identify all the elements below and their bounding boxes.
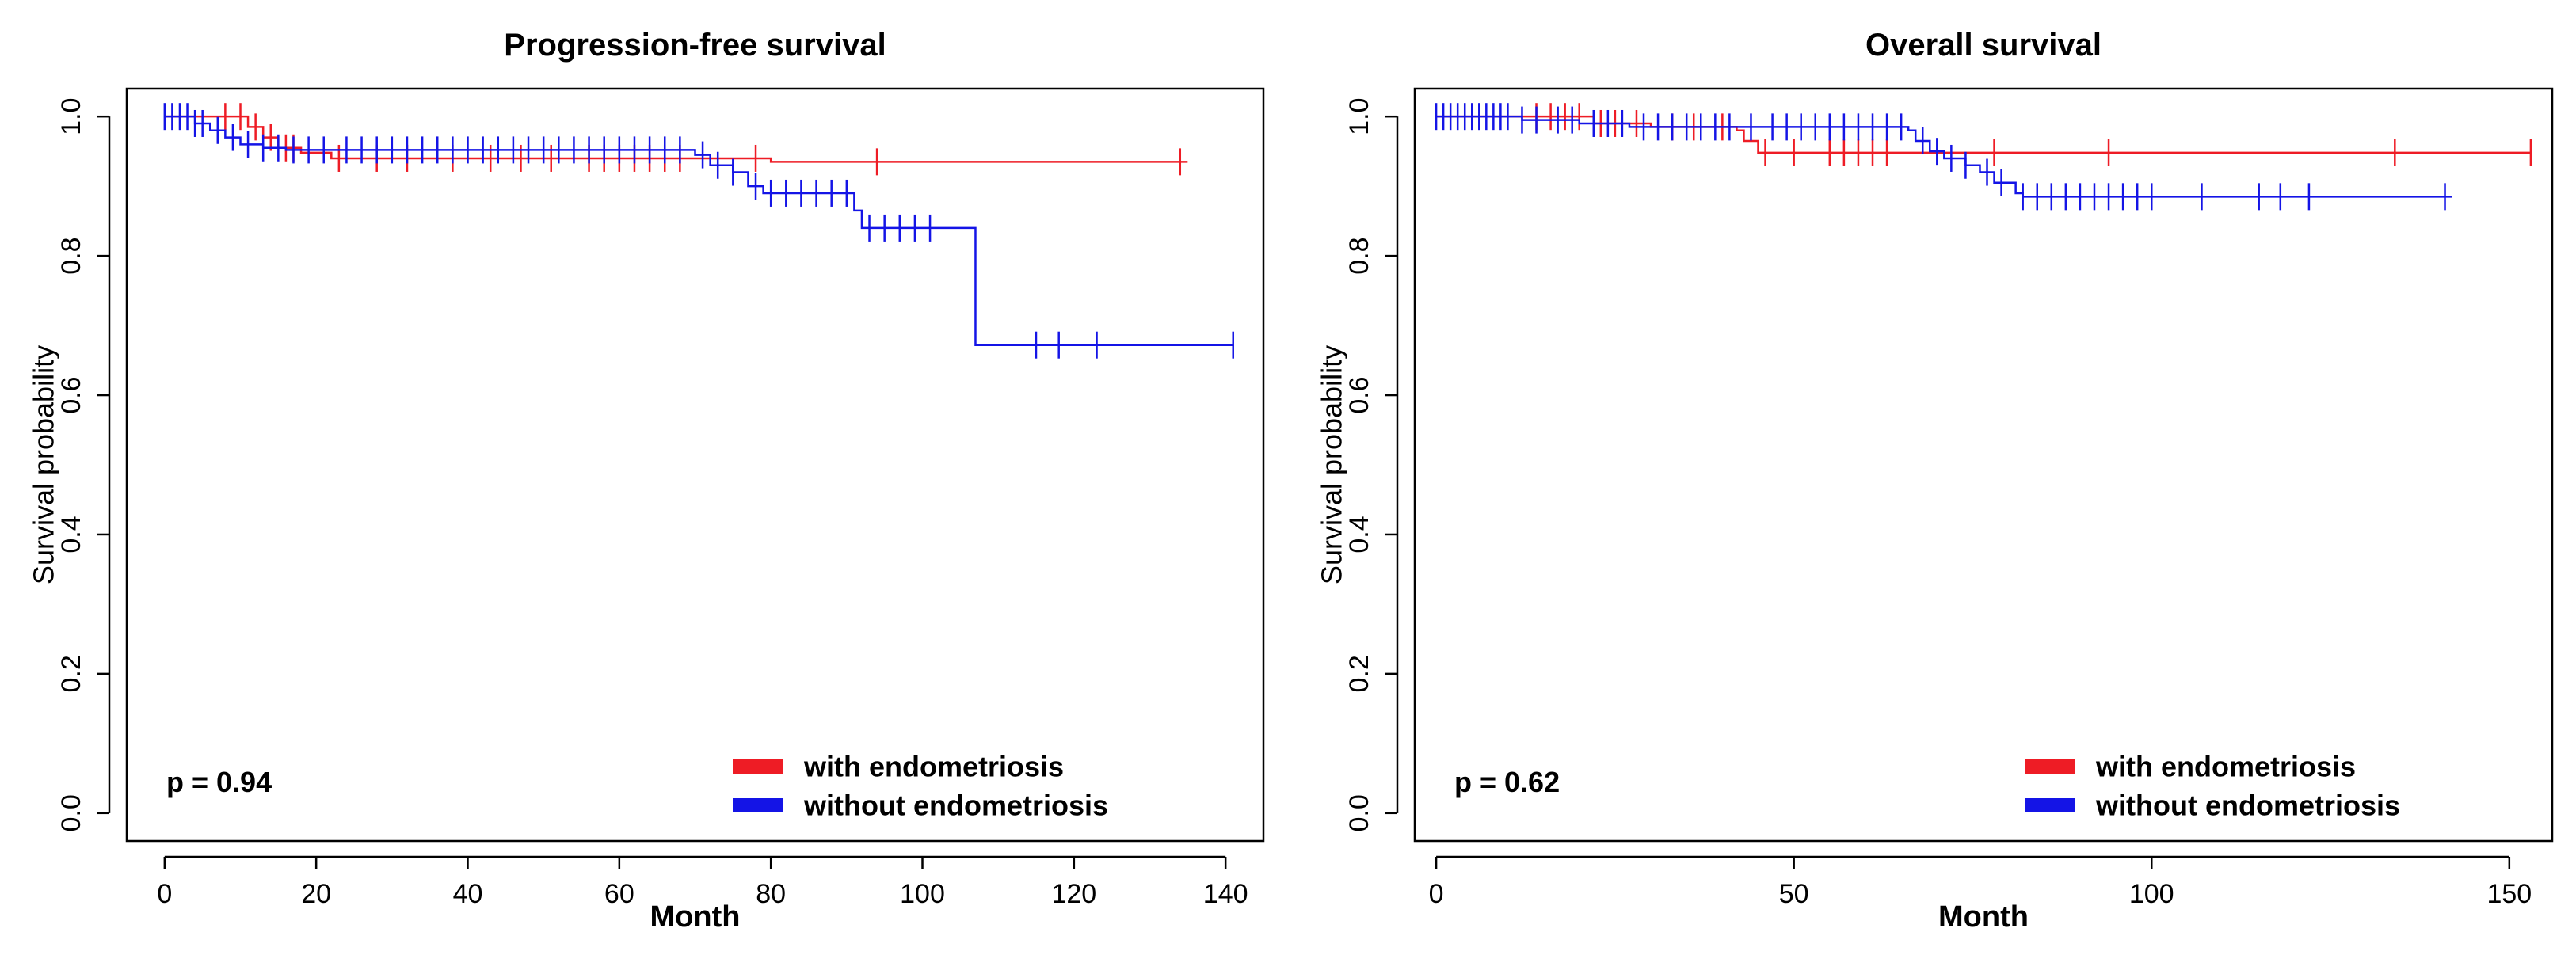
chart-1-pvalue: p = 0.62	[1454, 766, 1560, 798]
chart-0-legend-label-1: without endometriosis	[803, 789, 1108, 822]
chart-1-x-tick-label-2: 100	[2129, 879, 2174, 909]
chart-0-legend-swatch-1	[733, 798, 783, 812]
chart-1-y-tick-label-5: 1.0	[1344, 98, 1374, 135]
chart-0-x-tick-label-7: 140	[1203, 879, 1248, 909]
chart-1-y-tick-label-1: 0.2	[1344, 655, 1374, 692]
chart-1-legend-label-0: with endometriosis	[2095, 751, 2356, 783]
chart-1-y-tick-label-3: 0.6	[1344, 376, 1374, 413]
chart-1-y-tick-label-4: 0.8	[1344, 237, 1374, 274]
chart-1-title: Overall survival	[1865, 28, 2102, 63]
chart-1-legend-label-1: without endometriosis	[2095, 789, 2400, 822]
chart-0-x-tick-label-6: 120	[1051, 879, 1096, 909]
chart-1-plot-frame	[1413, 87, 2554, 843]
chart-0-x-tick-label-3: 60	[604, 879, 634, 909]
os-panel: Overall survival 0 50 100 150 Month 0.0 0.2 0.4 0…	[1288, 0, 2576, 951]
chart-1-x-tick-label-0: 0	[1429, 879, 1444, 909]
chart-1-y-tick-label-2: 0.4	[1344, 516, 1374, 553]
chart-0-x-tick-label-5: 100	[900, 879, 945, 909]
chart-1-svg: Overall survival 0 50 100 150 Month 0.0 0.2 0.4 0…	[1316, 28, 2554, 934]
chart-1-legend-swatch-1	[2025, 798, 2075, 812]
chart-0-series-0-curve	[164, 115, 1188, 163]
chart-0-y-tick-label-2: 0.4	[56, 516, 86, 553]
chart-1-x-tick-label-3: 150	[2486, 879, 2532, 909]
chart-0-y-tick-label-3: 0.6	[56, 376, 86, 413]
chart-0-x-tick-label-2: 40	[453, 879, 483, 909]
chart-0-x-tick-label-1: 20	[301, 879, 331, 909]
chart-0-legend-swatch-0	[733, 759, 783, 774]
chart-1-xlabel: Month	[1938, 900, 2029, 934]
chart-1-ylabel: Survival probability	[1316, 345, 1348, 584]
chart-0-y-tick-label-1: 0.2	[56, 655, 86, 692]
chart-0-y-tick-label-0: 0.0	[56, 794, 86, 831]
chart-0-plot-frame	[125, 87, 1265, 843]
chart-0-title: Progression-free survival	[504, 28, 886, 63]
chart-0-x-tick-label-0: 0	[157, 879, 172, 909]
chart-0-y-tick-label-4: 0.8	[56, 237, 86, 274]
chart-1-x-tick-label-1: 50	[1779, 879, 1809, 909]
pfs-panel: Progression-free survival 0 20 40 60 80 100 120…	[0, 0, 1288, 951]
chart-0-ylabel: Survival probability	[28, 345, 60, 584]
chart-0-xlabel: Month	[650, 900, 741, 934]
chart-0-svg: Progression-free survival 0 20 40 60 80 100 120…	[28, 28, 1265, 934]
chart-0-series-1-curve	[164, 115, 1233, 346]
chart-1-y-tick-label-0: 0.0	[1344, 794, 1374, 831]
chart-1-series-1-curve	[1436, 115, 2452, 198]
chart-1-legend-swatch-0	[2025, 759, 2075, 774]
chart-0-y-tick-label-5: 1.0	[56, 98, 86, 135]
chart-0-pvalue: p = 0.94	[166, 766, 272, 798]
chart-0-x-tick-label-4: 80	[756, 879, 786, 909]
chart-0-legend-label-0: with endometriosis	[803, 751, 1064, 783]
